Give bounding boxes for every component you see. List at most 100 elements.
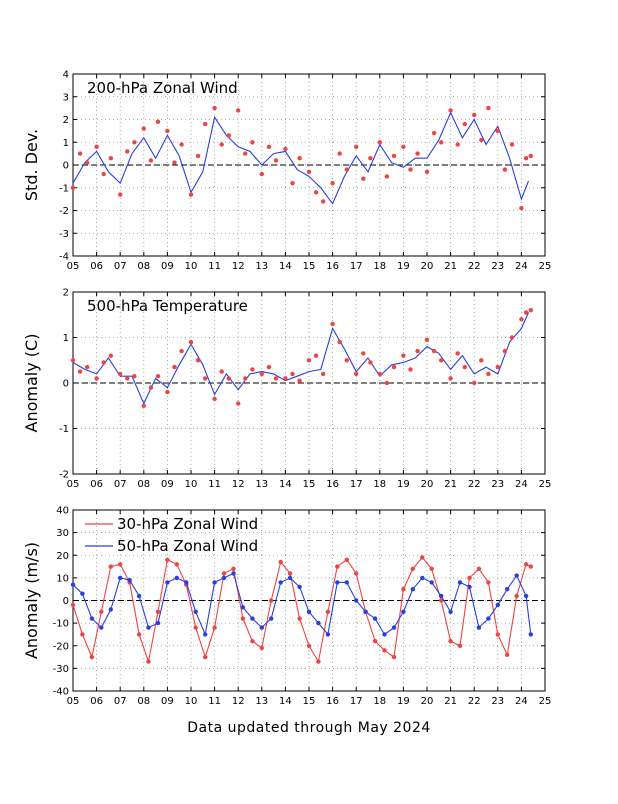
data-point bbox=[410, 566, 415, 571]
data-point bbox=[172, 160, 177, 165]
x-tick-label: 05 bbox=[67, 479, 80, 490]
x-tick-label: 22 bbox=[468, 479, 481, 490]
data-point bbox=[514, 573, 519, 578]
data-point bbox=[118, 192, 123, 197]
x-tick-label: 06 bbox=[90, 479, 103, 490]
data-point bbox=[457, 580, 463, 585]
data-point bbox=[472, 112, 477, 118]
x-tick-label: 17 bbox=[350, 479, 363, 490]
data-point bbox=[337, 151, 342, 156]
data-point bbox=[179, 348, 184, 354]
y-tick-label: -2 bbox=[59, 206, 69, 217]
data-point bbox=[354, 144, 359, 149]
data-point bbox=[316, 659, 321, 664]
x-tick-label: 09 bbox=[161, 261, 174, 272]
data-point bbox=[344, 358, 349, 363]
data-point bbox=[382, 648, 387, 653]
data-point bbox=[502, 348, 508, 354]
data-point bbox=[259, 625, 264, 630]
data-point bbox=[476, 625, 482, 630]
y-tick-label: 30 bbox=[56, 528, 69, 539]
x-tick-label: 21 bbox=[444, 479, 457, 490]
y-tick-label: 2 bbox=[63, 288, 69, 299]
data-point bbox=[514, 593, 519, 599]
x-tick-label: 20 bbox=[421, 696, 434, 707]
series-2 bbox=[70, 308, 533, 408]
data-point bbox=[361, 176, 366, 181]
data-point bbox=[429, 566, 434, 571]
series-2 bbox=[70, 105, 533, 211]
data-point bbox=[290, 181, 295, 186]
data-point bbox=[165, 389, 170, 395]
data-point bbox=[250, 616, 255, 621]
data-point bbox=[99, 625, 104, 630]
data-point bbox=[266, 364, 272, 370]
data-point bbox=[335, 580, 340, 585]
data-point bbox=[184, 580, 189, 585]
y-tick-label: 0 bbox=[63, 161, 69, 172]
data-point bbox=[259, 371, 264, 377]
data-point bbox=[273, 158, 279, 163]
data-point bbox=[155, 119, 161, 125]
data-point bbox=[136, 632, 142, 637]
x-tick-label: 17 bbox=[350, 696, 363, 707]
data-point bbox=[146, 659, 151, 664]
data-point bbox=[439, 358, 444, 363]
data-point bbox=[188, 192, 194, 197]
x-tick-label: 24 bbox=[515, 479, 528, 490]
data-point bbox=[523, 156, 529, 161]
data-point bbox=[70, 602, 76, 608]
x-tick-label: 06 bbox=[90, 696, 103, 707]
data-point bbox=[408, 167, 413, 172]
data-point bbox=[125, 376, 130, 381]
data-point bbox=[313, 190, 319, 195]
data-point bbox=[377, 140, 382, 145]
data-point bbox=[523, 310, 529, 315]
y-tick-label: 3 bbox=[63, 92, 69, 103]
data-point bbox=[108, 607, 114, 612]
x-tick-label: 10 bbox=[185, 696, 198, 707]
data-point bbox=[325, 632, 331, 637]
data-point bbox=[486, 580, 491, 585]
data-point bbox=[429, 580, 434, 585]
data-point bbox=[330, 181, 335, 186]
panel-title: 500-hPa Temperature bbox=[87, 297, 248, 315]
x-tick-label: 21 bbox=[444, 261, 457, 272]
data-point bbox=[297, 378, 302, 383]
data-point bbox=[80, 632, 85, 637]
x-tick-label: 07 bbox=[114, 479, 127, 490]
data-point bbox=[165, 580, 170, 585]
data-point bbox=[462, 121, 467, 127]
x-tick-label: 23 bbox=[491, 479, 504, 490]
data-point bbox=[212, 396, 217, 402]
x-tick-label: 24 bbox=[515, 261, 528, 272]
data-point bbox=[259, 171, 264, 177]
data-point bbox=[231, 571, 236, 576]
data-point bbox=[174, 575, 179, 581]
data-point bbox=[457, 643, 463, 648]
series-1 bbox=[70, 555, 533, 664]
x-tick-label: 18 bbox=[373, 261, 386, 272]
data-point bbox=[226, 133, 231, 138]
data-point bbox=[424, 169, 430, 174]
data-point bbox=[316, 620, 321, 626]
data-point bbox=[269, 616, 274, 621]
data-point bbox=[391, 153, 397, 159]
data-point bbox=[155, 374, 161, 379]
data-point bbox=[344, 580, 349, 585]
data-point bbox=[486, 371, 491, 377]
data-point bbox=[101, 171, 106, 177]
data-point bbox=[193, 625, 198, 630]
data-point bbox=[132, 374, 137, 379]
x-tick-label: 10 bbox=[185, 479, 198, 490]
x-tick-label: 25 bbox=[539, 696, 552, 707]
y-tick-label: -1 bbox=[59, 424, 69, 435]
data-point bbox=[384, 174, 390, 179]
data-point bbox=[108, 564, 114, 569]
data-point bbox=[528, 308, 533, 313]
data-point bbox=[344, 557, 349, 562]
data-point bbox=[439, 598, 444, 603]
y-axis-label: Anomaly (C) bbox=[22, 334, 41, 433]
x-tick-label: 15 bbox=[303, 261, 316, 272]
